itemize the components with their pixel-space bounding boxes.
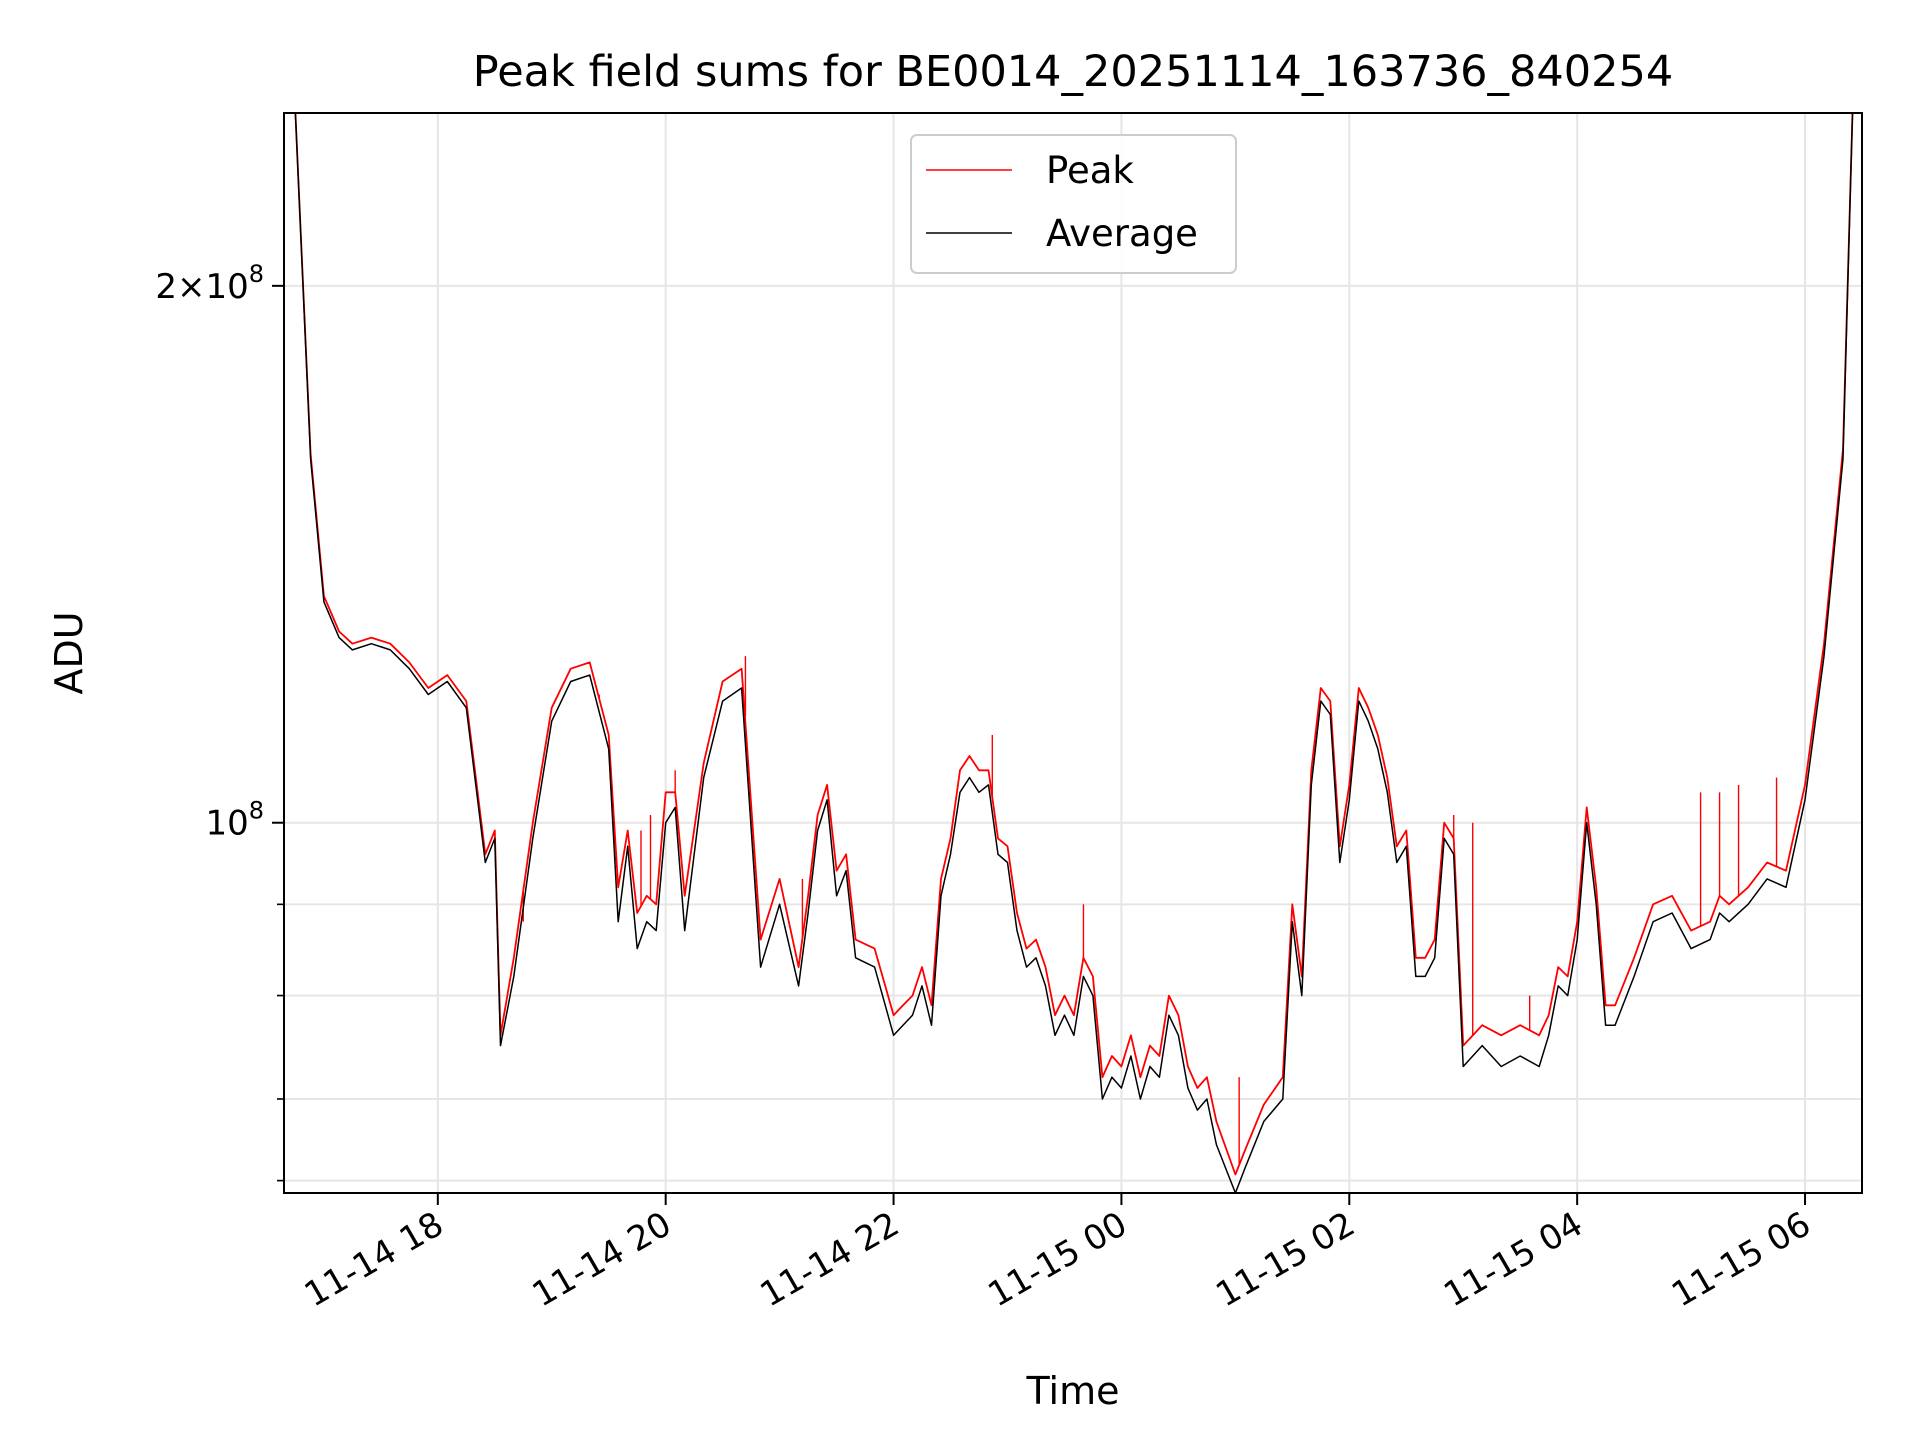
series-layer xyxy=(294,113,1854,1193)
average-series-line xyxy=(294,113,1854,1193)
y-tick-label: 2×108 xyxy=(155,260,264,307)
plot-frame xyxy=(283,112,1863,1194)
grid-lines xyxy=(284,113,1862,1193)
y-tick-label: 108 xyxy=(205,797,264,844)
x-axis-label: Time xyxy=(1026,1369,1120,1413)
plot-area xyxy=(294,113,1854,1193)
legend-peak-label: Peak xyxy=(1046,149,1134,192)
legend-average-label: Average xyxy=(1046,212,1198,255)
y-axis-label: ADU xyxy=(47,611,91,694)
legend: Peak Average xyxy=(910,134,1237,274)
chart-title: Peak field sums for BE0014_20251114_1637… xyxy=(473,47,1673,97)
peak-series-line xyxy=(294,113,1854,1176)
